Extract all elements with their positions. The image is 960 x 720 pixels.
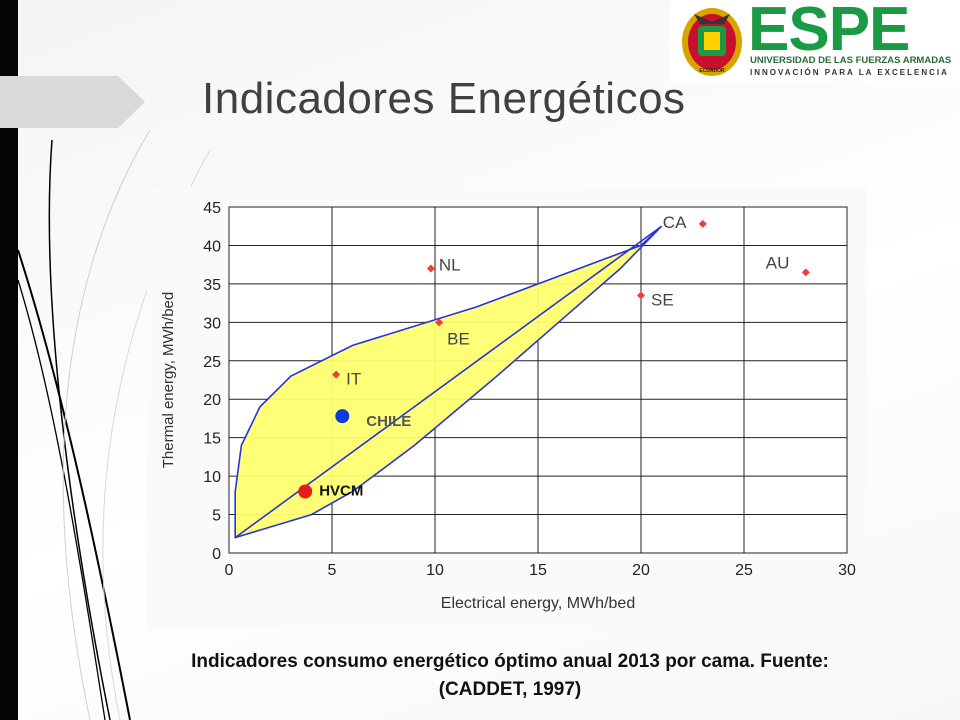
point-chile-marker — [335, 409, 350, 424]
title-tab — [0, 76, 145, 128]
x-tick-label-3: 15 — [529, 562, 547, 579]
left-accent-bar — [0, 0, 18, 720]
plot-frame — [228, 206, 848, 554]
x-tick-label-2: 10 — [426, 562, 444, 579]
point-be-marker — [435, 318, 444, 327]
seal-text: ECUADOR — [699, 68, 725, 74]
point-se-marker — [637, 291, 645, 300]
logo-slogan: INNOVACIÓN PARA LA EXCELENCIA — [750, 68, 949, 77]
decorative-curves — [17, 129, 211, 720]
x-tick-label-4: 20 — [632, 562, 650, 579]
point-be-label: BE — [447, 329, 470, 348]
chart-container: 0 5 10 15 20 25 30 0 5 10 15 20 25 30 35 40 45 Electrical… — [147, 187, 867, 630]
page-title: Indicadores Energéticos — [202, 74, 686, 123]
logo-wordmark: ESPE — [748, 0, 910, 64]
seal-icon: ECUADOR — [682, 8, 742, 76]
y-tick-label-5: 25 — [203, 354, 221, 371]
y-tick-label-3: 15 — [203, 431, 221, 448]
y-tick-label-2: 10 — [203, 469, 221, 486]
university-logo: ECUADOR ESPE UNIVERSIDAD DE LAS FUERZAS … — [670, 0, 960, 82]
y-tick-label-6: 30 — [203, 315, 221, 332]
y-tick-label-8: 40 — [203, 238, 221, 255]
point-ca-label: CA — [663, 213, 687, 232]
point-nl-marker — [426, 264, 435, 273]
x-tick-label-1: 5 — [328, 562, 337, 579]
y-tick-label-4: 20 — [203, 392, 221, 409]
point-nl-label: NL — [439, 256, 461, 275]
point-it-marker — [332, 370, 341, 379]
caption-line-1: Indicadores consumo energético óptimo an… — [191, 651, 829, 672]
y-tick-label-7: 35 — [203, 277, 221, 294]
point-se-label: SE — [651, 290, 674, 309]
energy-scatter-chart: 0 5 10 15 20 25 30 0 5 10 15 20 25 30 35 40 45 Electrical… — [160, 200, 856, 612]
x-axis-label: Electrical energy, MWh/bed — [441, 595, 635, 612]
point-ca-marker — [698, 219, 707, 228]
point-au-label: AU — [766, 253, 790, 272]
logo-subtitle: UNIVERSIDAD DE LAS FUERZAS ARMADAS — [750, 55, 952, 66]
point-hvcm-marker — [298, 484, 313, 499]
x-tick-label-5: 25 — [735, 562, 753, 579]
caption-line-2: (CADDET, 1997) — [438, 679, 582, 700]
x-tick-label-0: 0 — [225, 562, 234, 579]
figure-caption: Indicadores consumo energético óptimo an… — [80, 648, 940, 704]
point-chile-label: CHILE — [366, 413, 411, 430]
point-au-marker — [801, 268, 810, 277]
y-tick-label-0: 0 — [212, 546, 221, 563]
y-axis-label: Thermal energy, MWh/bed — [160, 292, 177, 468]
point-hvcm-label: HVCM — [319, 482, 363, 499]
point-it-label: IT — [346, 370, 361, 389]
y-tick-label-1: 5 — [212, 508, 221, 525]
x-tick-label-6: 30 — [838, 562, 856, 579]
y-tick-label-9: 45 — [203, 200, 221, 217]
